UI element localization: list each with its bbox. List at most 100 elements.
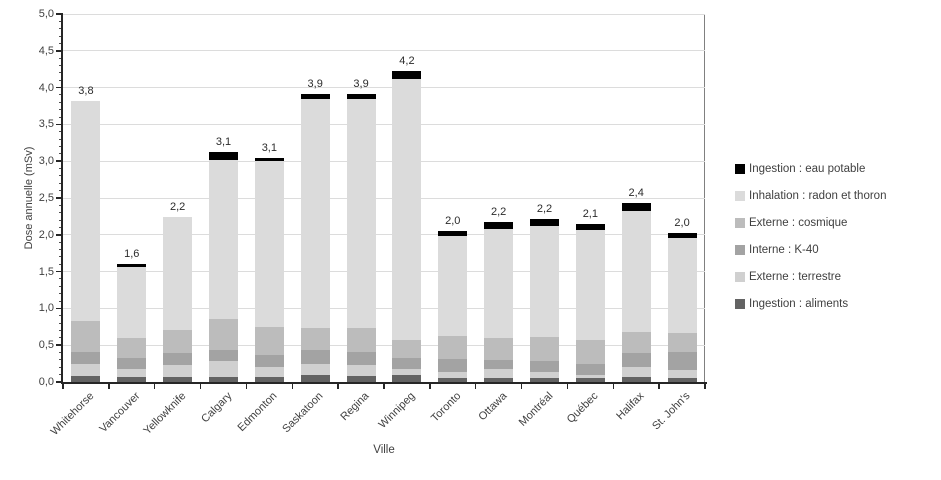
y-major-tick	[56, 160, 63, 162]
bar-segment	[71, 364, 101, 377]
bar-segment	[621, 353, 651, 368]
bar-segment	[346, 94, 376, 100]
bar-segment	[254, 161, 284, 327]
value-label: 2,0	[445, 215, 461, 228]
legend-item: Inhalation : radon et thoron	[735, 190, 886, 202]
bar-segment	[254, 354, 284, 368]
y-tick-label: 1,5	[38, 265, 54, 278]
x-axis-line	[61, 382, 707, 384]
bar-segment	[209, 361, 238, 377]
legend-item: Ingestion : aliments	[735, 298, 886, 310]
x-tick	[566, 384, 569, 389]
legend-swatch-icon	[735, 191, 745, 201]
bar-segment	[621, 376, 651, 382]
bar-segment	[438, 371, 468, 378]
value-label: 2,2	[169, 201, 186, 214]
x-tick	[383, 384, 385, 389]
bar-segment	[117, 264, 147, 268]
legend-label: Interne : K-40	[749, 244, 819, 256]
bar-segment	[117, 368, 147, 377]
bar-segment	[392, 71, 422, 79]
x-tick	[108, 384, 110, 389]
bar-segment	[71, 320, 101, 352]
x-category-label: Whitehorse	[48, 390, 97, 438]
legend-swatch-icon	[735, 218, 745, 228]
legend-label: Ingestion : aliments	[749, 298, 849, 310]
value-label: 3,1	[215, 136, 232, 149]
y-tick-label: 2,0	[38, 228, 54, 241]
y-major-tick	[56, 50, 63, 52]
y-tick-label: 1,0	[38, 302, 54, 315]
y-major-tick	[56, 13, 63, 15]
bar-segment	[438, 231, 468, 237]
y-tick-label: 4,5	[38, 44, 54, 57]
y-tick-label: 2,5	[38, 192, 54, 204]
bar-segment	[621, 367, 651, 377]
y-tick-label: 0,5	[38, 339, 54, 352]
x-tick	[474, 384, 477, 389]
bar-segment	[392, 375, 422, 382]
value-label: 2,4	[628, 187, 644, 200]
x-axis-title: Ville	[373, 444, 395, 456]
grid-line	[63, 234, 705, 236]
bar-segment	[530, 337, 559, 361]
y-major-tick	[56, 197, 63, 199]
bar-segment	[117, 267, 147, 338]
x-tick	[658, 384, 660, 389]
value-label: 2,0	[674, 216, 690, 229]
value-label: 3,1	[261, 141, 277, 154]
legend-swatch-icon	[735, 299, 745, 309]
bar-segment	[163, 352, 193, 366]
x-tick	[199, 384, 202, 389]
y-major-tick	[56, 270, 63, 273]
bar-segment	[621, 331, 651, 354]
y-major-tick	[56, 381, 63, 383]
value-label: 3,9	[353, 78, 369, 91]
legend-label: Ingestion : eau potable	[749, 163, 866, 175]
value-label: 1,6	[124, 248, 140, 261]
value-label: 3,8	[78, 84, 94, 97]
bar-segment	[163, 217, 193, 331]
bar-segment	[575, 223, 605, 230]
grid-line	[63, 197, 705, 199]
bar-segment	[484, 369, 514, 378]
legend-item: Ingestion : eau potable	[735, 163, 886, 175]
bar-segment	[346, 351, 376, 366]
bar-segment	[163, 376, 193, 382]
bar-segment	[438, 236, 468, 337]
value-label: 2,2	[536, 202, 553, 215]
bar-segment	[209, 376, 238, 382]
y-major-tick	[56, 344, 63, 346]
bar-segment	[117, 337, 147, 358]
y-axis-line	[61, 14, 63, 384]
grid-line	[63, 87, 705, 89]
value-label: 3,9	[307, 78, 323, 91]
bar-segment	[300, 328, 330, 351]
value-label: 4,2	[399, 55, 415, 68]
y-major-tick	[56, 307, 63, 310]
legend-item: Interne : K-40	[735, 244, 886, 256]
x-tick	[153, 384, 156, 389]
bar-segment	[530, 377, 559, 382]
bar-segment	[621, 203, 651, 212]
value-label: 2,1	[582, 207, 598, 220]
x-tick	[337, 384, 339, 389]
bar-segment	[346, 328, 376, 352]
x-tick	[291, 384, 294, 389]
bar-segment	[254, 157, 284, 162]
bar-segment	[392, 358, 422, 369]
bar-segment	[300, 350, 330, 365]
grid-line	[63, 50, 705, 52]
bar-segment	[667, 232, 697, 239]
bar-segment	[300, 94, 330, 100]
bar-segment	[484, 377, 514, 382]
bar-segment	[209, 349, 238, 362]
bar-segment	[621, 211, 651, 332]
x-tick	[520, 384, 523, 389]
bar-segment	[300, 364, 330, 376]
bar-segment	[438, 377, 468, 382]
bar-segment	[575, 374, 605, 379]
legend-swatch-icon	[735, 245, 745, 255]
y-major-tick	[56, 123, 63, 126]
bar-segment	[438, 359, 468, 372]
